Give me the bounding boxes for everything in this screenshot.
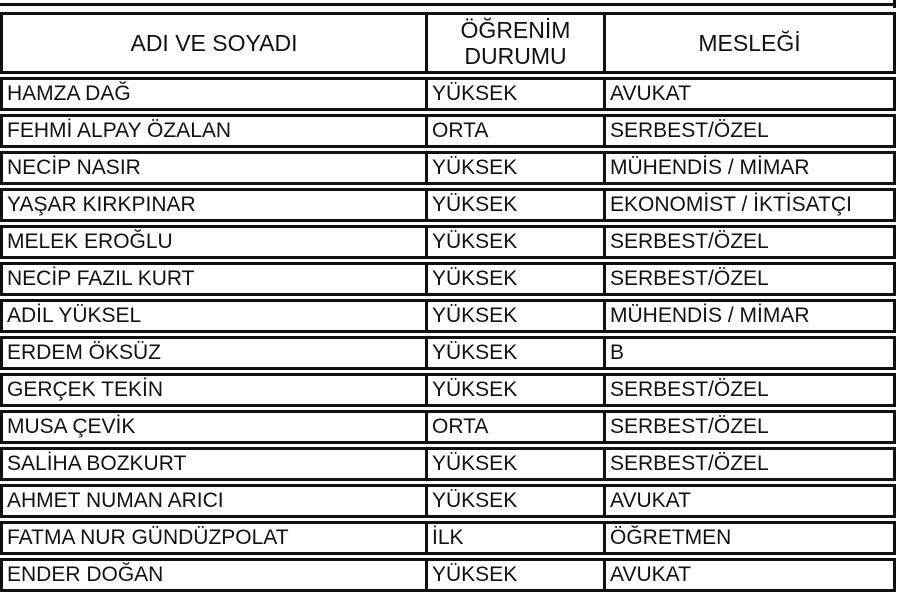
cell-profession: B [603, 336, 896, 370]
cell-name: MELEK EROĞLU [0, 225, 425, 259]
cell-education: İLK [425, 521, 603, 555]
cell-education: YÜKSEK [425, 447, 603, 481]
cell-education: ORTA [425, 410, 603, 444]
table-row: ERDEM ÖKSÜZ YÜKSEK B [0, 336, 896, 370]
header-name: ADI VE SOYADI [0, 12, 425, 74]
header-education: ÖĞRENİM DURUMU [425, 12, 603, 74]
cell-profession: SERBEST/ÖZEL [603, 447, 896, 481]
cell-education: YÜKSEK [425, 262, 603, 296]
cell-profession: SERBEST/ÖZEL [603, 410, 896, 444]
right-rule [893, 0, 896, 8]
cell-profession: SERBEST/ÖZEL [603, 373, 896, 407]
table-row: AHMET NUMAN ARICI YÜKSEK AVUKAT [0, 484, 896, 518]
table-row: NECİP NASIR YÜKSEK MÜHENDİS / MİMAR [0, 151, 896, 185]
table-row: HAMZA DAĞ YÜKSEK AVUKAT [0, 77, 896, 111]
candidate-table: ADI VE SOYADI ÖĞRENİM DURUMU MESLEĞİ HAMZ… [0, 9, 896, 595]
cell-education: YÜKSEK [425, 151, 603, 185]
cell-education: YÜKSEK [425, 77, 603, 111]
cell-name: NECİP NASIR [0, 151, 425, 185]
cell-education: ORTA [425, 114, 603, 148]
table-row: GERÇEK TEKİN YÜKSEK SERBEST/ÖZEL [0, 373, 896, 407]
table-row: MUSA ÇEVİK ORTA SERBEST/ÖZEL [0, 410, 896, 444]
cell-education: YÜKSEK [425, 299, 603, 333]
cell-profession: SERBEST/ÖZEL [603, 225, 896, 259]
cell-education: YÜKSEK [425, 336, 603, 370]
cell-education: YÜKSEK [425, 484, 603, 518]
cell-profession: AVUKAT [603, 77, 896, 111]
cell-profession: EKONOMİST / İKTİSATÇI [603, 188, 896, 222]
cell-profession: AVUKAT [603, 484, 896, 518]
cell-name: AHMET NUMAN ARICI [0, 484, 425, 518]
table-row: FATMA NUR GÜNDÜZPOLAT İLK ÖĞRETMEN [0, 521, 896, 555]
cell-name: FATMA NUR GÜNDÜZPOLAT [0, 521, 425, 555]
cell-name: HAMZA DAĞ [0, 77, 425, 111]
table-row: NECİP FAZIL KURT YÜKSEK SERBEST/ÖZEL [0, 262, 896, 296]
cell-name: ERDEM ÖKSÜZ [0, 336, 425, 370]
cell-name: ADİL YÜKSEL [0, 299, 425, 333]
header-education-line2: DURUMU [464, 43, 567, 69]
cell-profession: SERBEST/ÖZEL [603, 262, 896, 296]
cell-name: SALİHA BOZKURT [0, 447, 425, 481]
cell-name: YAŞAR KIRKPINAR [0, 188, 425, 222]
cell-name: NECİP FAZIL KURT [0, 262, 425, 296]
table-row: MELEK EROĞLU YÜKSEK SERBEST/ÖZEL [0, 225, 896, 259]
cell-name: GERÇEK TEKİN [0, 373, 425, 407]
top-rule [0, 3, 896, 6]
table-row: YAŞAR KIRKPINAR YÜKSEK EKONOMİST / İKTİSAT… [0, 188, 896, 222]
table-row: ADİL YÜKSEL YÜKSEK MÜHENDİS / MİMAR [0, 299, 896, 333]
cell-name: MUSA ÇEVİK [0, 410, 425, 444]
cell-education: YÜKSEK [425, 373, 603, 407]
cell-profession: MÜHENDİS / MİMAR [603, 151, 896, 185]
header-row: ADI VE SOYADI ÖĞRENİM DURUMU MESLEĞİ [0, 12, 896, 74]
header-profession: MESLEĞİ [603, 12, 896, 74]
cell-name: FEHMİ ALPAY ÖZALAN [0, 114, 425, 148]
table-row: SALİHA BOZKURT YÜKSEK SERBEST/ÖZEL [0, 447, 896, 481]
cell-education: YÜKSEK [425, 188, 603, 222]
cell-profession: ÖĞRETMEN [603, 521, 896, 555]
table-row: FEHMİ ALPAY ÖZALAN ORTA SERBEST/ÖZEL [0, 114, 896, 148]
cell-profession: MÜHENDİS / MİMAR [603, 299, 896, 333]
cell-profession: SERBEST/ÖZEL [603, 114, 896, 148]
header-education-line1: ÖĞRENİM [460, 17, 571, 43]
cell-education: YÜKSEK [425, 225, 603, 259]
